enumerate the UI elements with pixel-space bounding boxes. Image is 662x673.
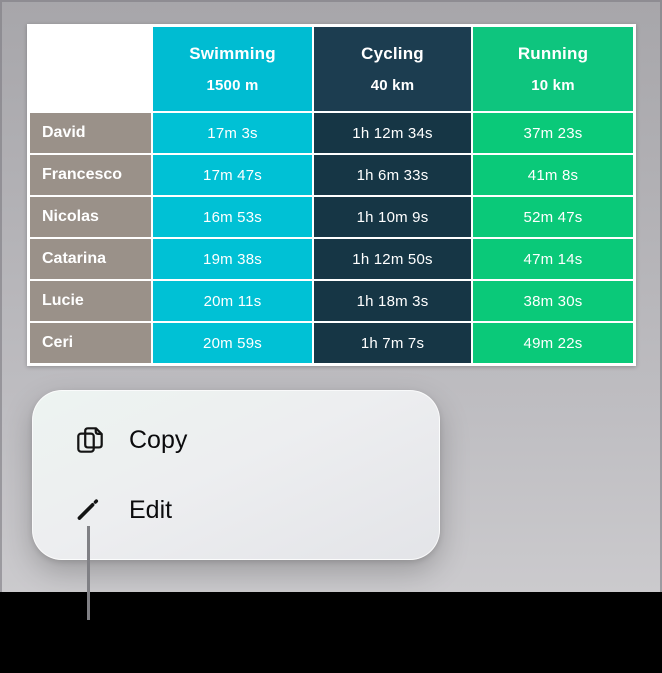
context-menu: Copy Edit: [32, 390, 440, 560]
column-title-cycling: Cycling: [361, 44, 424, 63]
row-header-francesco[interactable]: Francesco: [30, 155, 151, 195]
menu-label-edit: Edit: [129, 495, 173, 524]
row-header-ceri[interactable]: Ceri: [30, 323, 151, 363]
cell-francesco-running[interactable]: 41m 8s: [473, 155, 633, 195]
cell-ceri-swimming[interactable]: 20m 59s: [153, 323, 312, 363]
column-distance-swimming: 1500 m: [206, 77, 259, 94]
column-distance-cycling: 40 km: [370, 77, 415, 94]
row-header-david[interactable]: David: [30, 113, 151, 153]
cell-nicolas-swimming[interactable]: 16m 53s: [153, 197, 312, 237]
column-title-swimming: Swimming: [189, 44, 276, 63]
column-distance-running: 10 km: [531, 77, 575, 94]
triathlon-table: Swimming 1500 m Cycling 40 km Running 10…: [27, 24, 636, 366]
callout-line: [87, 526, 90, 620]
cell-lucie-swimming[interactable]: 20m 11s: [153, 281, 312, 321]
cell-francesco-swimming[interactable]: 17m 47s: [153, 155, 312, 195]
menu-label-copy: Copy: [129, 425, 188, 454]
pencil-icon: [73, 495, 129, 525]
copy-icon: [73, 423, 129, 457]
row-header-lucie[interactable]: Lucie: [30, 281, 151, 321]
cell-david-swimming[interactable]: 17m 3s: [153, 113, 312, 153]
bottom-black-bar: [0, 592, 662, 673]
cell-catarina-cycling[interactable]: 1h 12m 50s: [314, 239, 471, 279]
cell-catarina-running[interactable]: 47m 14s: [473, 239, 633, 279]
cell-lucie-cycling[interactable]: 1h 18m 3s: [314, 281, 471, 321]
cell-ceri-running[interactable]: 49m 22s: [473, 323, 633, 363]
column-header-swimming[interactable]: Swimming 1500 m: [153, 27, 312, 111]
cell-david-running[interactable]: 37m 23s: [473, 113, 633, 153]
cell-nicolas-cycling[interactable]: 1h 10m 9s: [314, 197, 471, 237]
menu-item-edit[interactable]: Edit: [33, 479, 439, 541]
cell-nicolas-running[interactable]: 52m 47s: [473, 197, 633, 237]
cell-catarina-swimming[interactable]: 19m 38s: [153, 239, 312, 279]
column-header-cycling[interactable]: Cycling 40 km: [314, 27, 471, 111]
table-corner-cell[interactable]: [30, 27, 151, 111]
cell-ceri-cycling[interactable]: 1h 7m 7s: [314, 323, 471, 363]
menu-item-copy[interactable]: Copy: [33, 409, 439, 471]
row-header-catarina[interactable]: Catarina: [30, 239, 151, 279]
cell-david-cycling[interactable]: 1h 12m 34s: [314, 113, 471, 153]
column-header-running[interactable]: Running 10 km: [473, 27, 633, 111]
cell-lucie-running[interactable]: 38m 30s: [473, 281, 633, 321]
cell-francesco-cycling[interactable]: 1h 6m 33s: [314, 155, 471, 195]
row-header-nicolas[interactable]: Nicolas: [30, 197, 151, 237]
column-title-running: Running: [517, 44, 589, 63]
